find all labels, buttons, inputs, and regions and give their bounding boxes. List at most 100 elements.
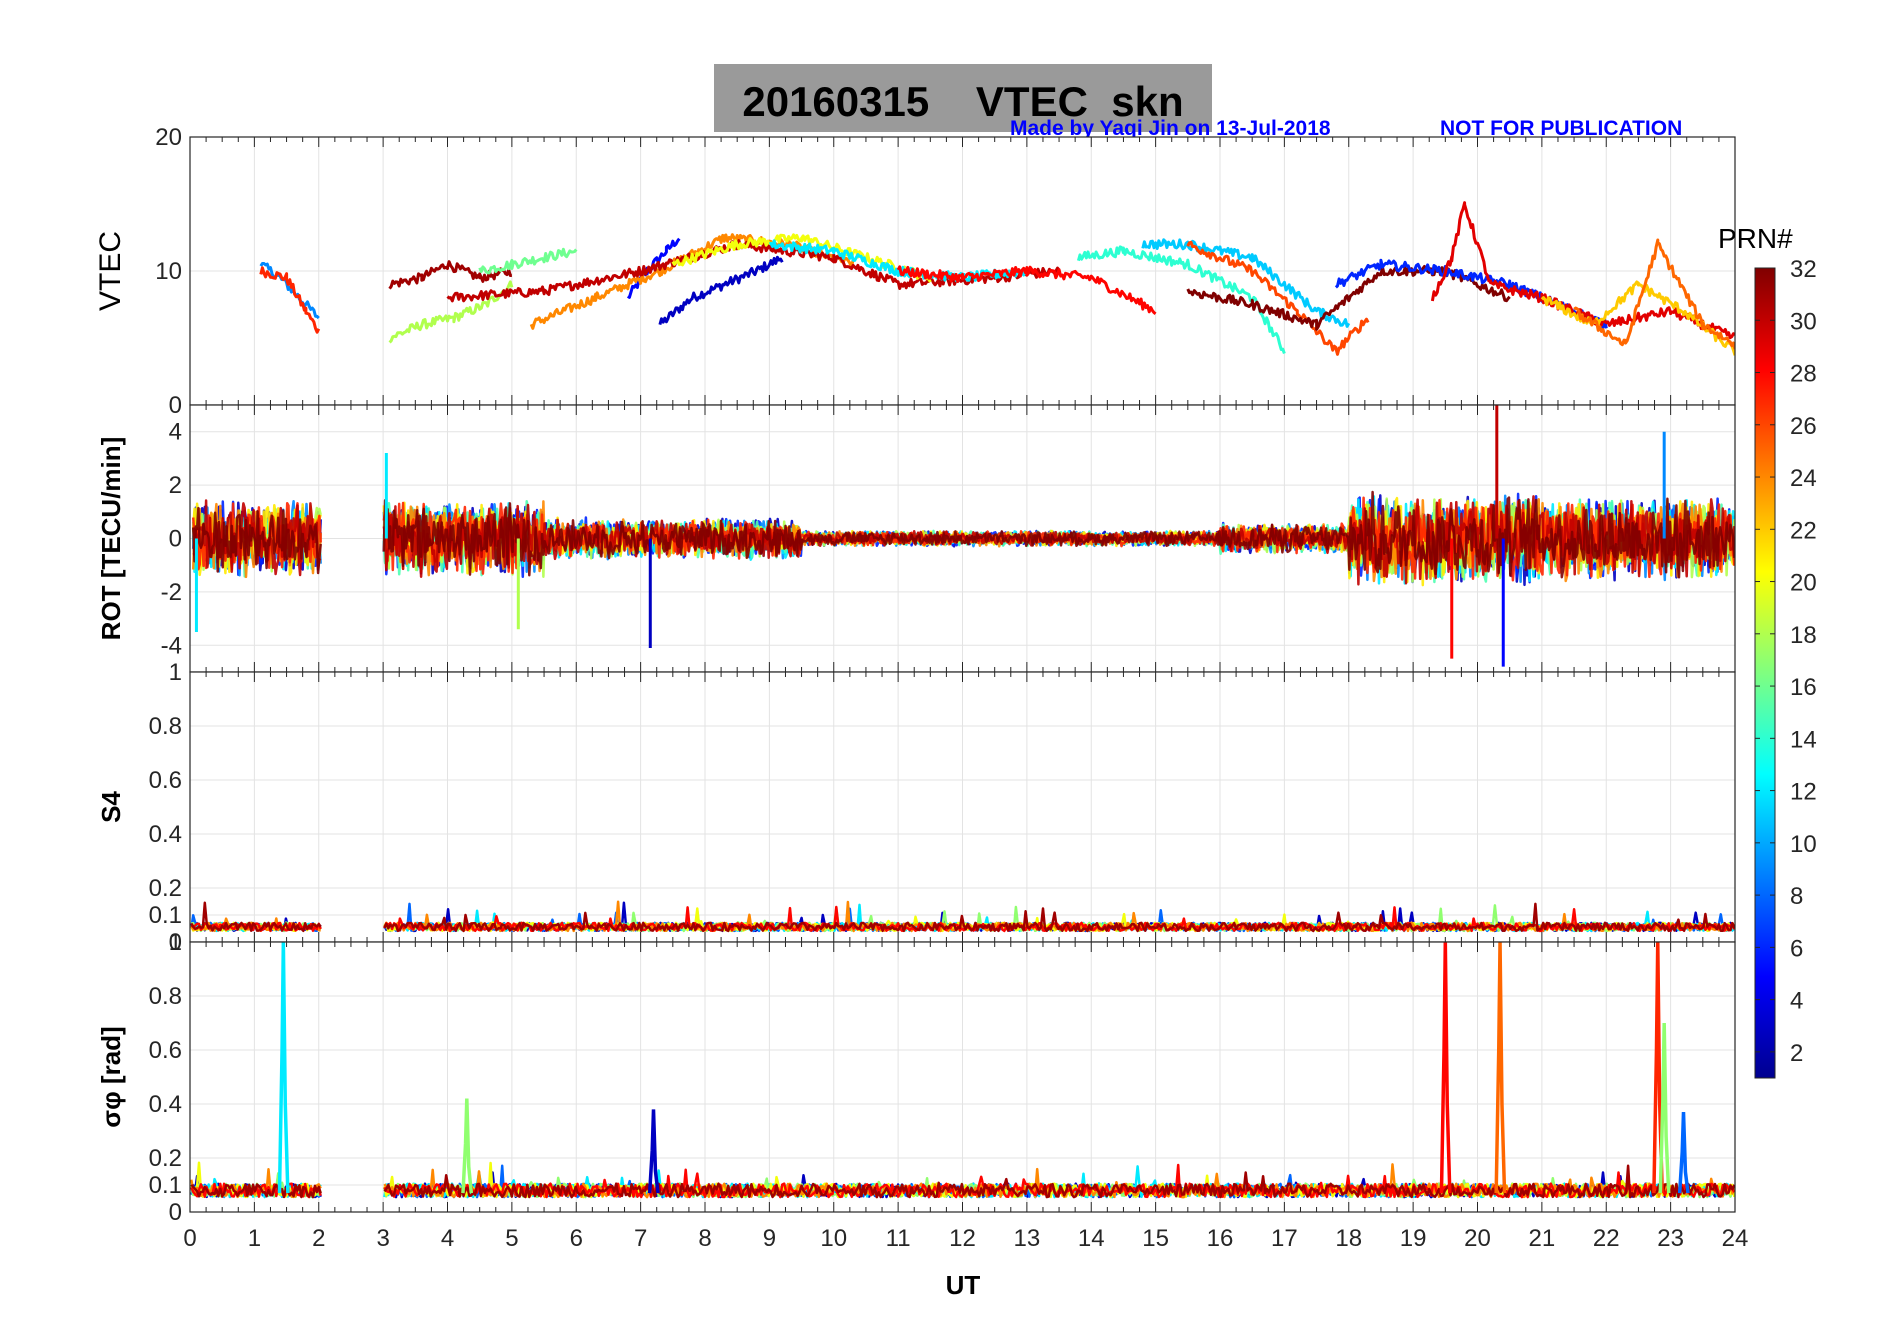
panel-vtec: 0 10 20 VTEC bbox=[94, 124, 1736, 419]
vtec-series-prn-5 bbox=[626, 237, 681, 299]
y-tick-label: 1 bbox=[169, 659, 182, 686]
colorbar-tick-label: 28 bbox=[1790, 361, 1817, 388]
y-axis-label: ROT [TECU/min] bbox=[96, 437, 126, 641]
colorbar-tick-label: 18 bbox=[1790, 622, 1817, 649]
x-tick-label: 0 bbox=[183, 1225, 196, 1252]
colorbar-tick-label: 26 bbox=[1790, 413, 1817, 440]
x-tick-label: 4 bbox=[441, 1225, 454, 1252]
panel-rot: -4 -2 0 2 4 ROT [TECU/min] bbox=[96, 404, 1736, 673]
vtec-series-prn-28 bbox=[896, 265, 1157, 315]
y-tick-label: -4 bbox=[161, 632, 182, 659]
x-tick-label: 19 bbox=[1400, 1225, 1427, 1252]
x-tick-label: 20 bbox=[1464, 1225, 1491, 1252]
vtec-series-prn-11 bbox=[1141, 238, 1351, 328]
plot-area bbox=[191, 405, 1735, 667]
sigma-phi-spike bbox=[647, 1109, 660, 1194]
colorbar-tick-label: 32 bbox=[1790, 256, 1817, 283]
colorbar-tick-label: 2 bbox=[1790, 1040, 1803, 1067]
colorbar-tick-label: 30 bbox=[1790, 308, 1817, 335]
y-tick-label: 2 bbox=[169, 472, 182, 499]
y-tick-label: -2 bbox=[161, 579, 182, 606]
x-tick-label: 18 bbox=[1335, 1225, 1362, 1252]
colorbar-tick-label: 20 bbox=[1790, 570, 1817, 597]
x-tick-label: 22 bbox=[1593, 1225, 1620, 1252]
x-tick-label: 23 bbox=[1657, 1225, 1684, 1252]
colorbar-tick-label: 4 bbox=[1790, 988, 1803, 1015]
vtec-series-prn-31 bbox=[388, 260, 512, 290]
y-tick-label: 0.4 bbox=[149, 1091, 182, 1118]
series-prn-31 bbox=[190, 1164, 1735, 1199]
colorbar-tick-label: 8 bbox=[1790, 883, 1803, 910]
x-tick-label: 6 bbox=[570, 1225, 583, 1252]
colorbar-tick-label: 24 bbox=[1790, 465, 1817, 492]
vtec-series-prn-25 bbox=[1573, 238, 1735, 350]
y-tick-label: 1 bbox=[169, 929, 182, 956]
colorbar-tick-label: 14 bbox=[1790, 726, 1817, 753]
y-tick-label: 0.8 bbox=[149, 713, 182, 740]
y-tick-label: 0.4 bbox=[149, 821, 182, 848]
x-tick-label: 21 bbox=[1529, 1225, 1556, 1252]
x-tick-label: 8 bbox=[698, 1225, 711, 1252]
rot-series-prn-32 bbox=[191, 490, 1735, 579]
y-tick-label: 0.6 bbox=[149, 1037, 182, 1064]
y-tick-label: 0 bbox=[169, 929, 182, 956]
y-tick-label: 4 bbox=[169, 419, 182, 446]
y-tick-label: 0.2 bbox=[149, 1145, 182, 1172]
vtec-series-prn-12 bbox=[769, 239, 1028, 284]
vtec-series-prn-16 bbox=[478, 247, 578, 275]
vtec-series-prn-27 bbox=[259, 266, 321, 334]
chart-title: 20160315 VTEC skn bbox=[714, 64, 1212, 132]
panel-s4: 00.10.2 0.4 0.6 0.8 1 S4 bbox=[96, 659, 1736, 956]
x-tick-label: 1 bbox=[248, 1225, 261, 1252]
y-axis-label: σφ [rad] bbox=[96, 1026, 126, 1127]
x-tick-label: 7 bbox=[634, 1225, 647, 1252]
x-tick-label: 14 bbox=[1078, 1225, 1105, 1252]
x-tick-label: 15 bbox=[1142, 1225, 1169, 1252]
colorbar-tick-label: 16 bbox=[1790, 674, 1817, 701]
sigma-phi-spike bbox=[1439, 942, 1452, 1194]
colorbar-tick-label: 12 bbox=[1790, 779, 1817, 806]
y-tick-label: 0.1 bbox=[149, 902, 182, 929]
plot-area bbox=[190, 942, 1735, 1199]
x-tick-label: 17 bbox=[1271, 1225, 1298, 1252]
colorbar-title: PRN# bbox=[1718, 223, 1793, 254]
x-tick-label: 2 bbox=[312, 1225, 325, 1252]
x-tick-label: 13 bbox=[1014, 1225, 1041, 1252]
y-tick-label: 0.8 bbox=[149, 983, 182, 1010]
x-tick-label: 10 bbox=[820, 1225, 847, 1252]
vtec-series-prn-24 bbox=[529, 233, 855, 330]
title-background bbox=[714, 64, 1212, 132]
colorbar-tick-label: 6 bbox=[1790, 935, 1803, 962]
y-tick-label: 0 bbox=[169, 392, 182, 419]
colorbar-tick-label: 22 bbox=[1790, 517, 1817, 544]
y-tick-label: 20 bbox=[155, 124, 182, 151]
colorbar-gradient bbox=[1754, 267, 1776, 1079]
sigma-phi-spike bbox=[461, 1098, 474, 1194]
sigma-phi-spike bbox=[1658, 1022, 1671, 1194]
panel-frame bbox=[189, 941, 1736, 1213]
vtec-series-prn-3 bbox=[658, 255, 784, 325]
colorbar-tick-label: 10 bbox=[1790, 831, 1817, 858]
x-axis-tick-labels: 0 1 2 3 4 5 6 7 8 9 10 11 12 13 14 15 16 17 18 19 20 21 22 23 24 bbox=[183, 1225, 1748, 1252]
x-axis-label: UT bbox=[946, 1270, 981, 1300]
y-tick-label: 0.1 bbox=[149, 1172, 182, 1199]
y-tick-label: 0 bbox=[169, 1199, 182, 1226]
sigma-phi-spike bbox=[277, 942, 290, 1194]
vtec-series-prn-26 bbox=[1186, 240, 1370, 356]
x-tick-label: 9 bbox=[763, 1225, 776, 1252]
vtec-series-prn-18 bbox=[388, 280, 514, 344]
x-tick-label: 3 bbox=[376, 1225, 389, 1252]
vtec-series-prn-9 bbox=[259, 262, 320, 320]
title-text: 20160315 VTEC skn bbox=[742, 78, 1183, 125]
plot-area bbox=[259, 201, 1735, 356]
x-tick-label: 5 bbox=[505, 1225, 518, 1252]
sigma-phi-spike bbox=[1677, 1112, 1690, 1194]
plot-area bbox=[190, 900, 1735, 933]
y-tick-label: 0 bbox=[169, 526, 182, 553]
y-axis-label: VTEC bbox=[94, 231, 127, 311]
